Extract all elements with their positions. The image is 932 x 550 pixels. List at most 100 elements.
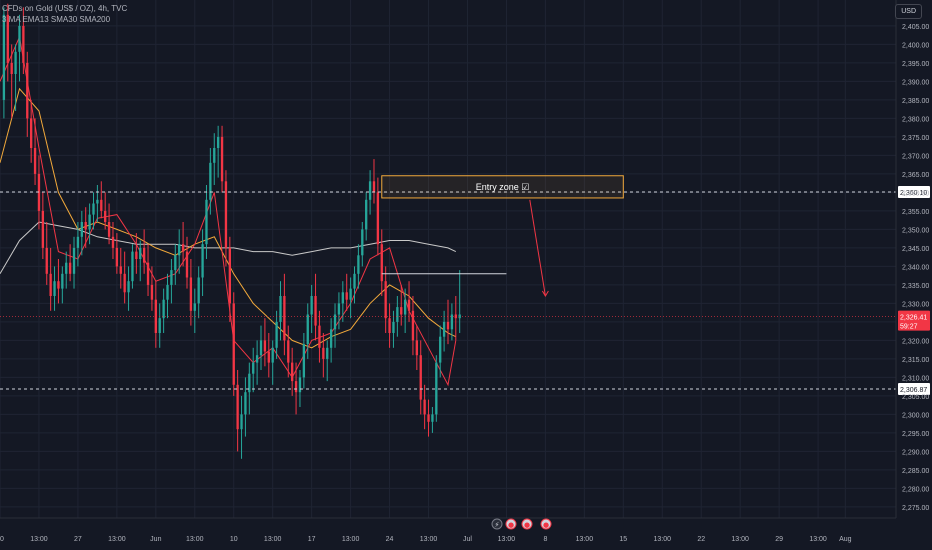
candle-body — [158, 318, 161, 333]
candle-body — [248, 373, 251, 393]
candle-body — [72, 247, 76, 274]
candle-body — [68, 262, 72, 274]
candle-body — [450, 314, 454, 330]
candle-body — [337, 303, 341, 315]
time-tick-label: 13:00 — [731, 536, 749, 543]
price-tick-label: 2,330.00 — [902, 301, 929, 308]
candle-body — [322, 347, 325, 359]
price-tick-label: 2,375.00 — [902, 135, 929, 142]
candle-body — [279, 296, 282, 322]
candle-body — [368, 181, 372, 200]
candle-body — [6, 14, 9, 63]
candle-body — [411, 310, 415, 341]
time-tick-label: Jun — [150, 536, 161, 543]
time-tick-label: 10 — [230, 536, 238, 543]
candle-body — [240, 414, 243, 430]
candle-body — [294, 381, 298, 393]
price-tick-label: 2,285.00 — [902, 468, 929, 475]
candle-body — [88, 214, 91, 230]
projection-arrow — [529, 199, 549, 297]
candle-body — [49, 273, 52, 296]
candle-body — [446, 321, 450, 330]
zone-box — [381, 175, 624, 199]
candle-body — [415, 340, 419, 356]
candle-body — [400, 307, 403, 315]
price-tick-label: 2,365.00 — [902, 172, 929, 179]
candle-body — [127, 281, 130, 293]
time-tick-label: 13:00 — [498, 536, 516, 543]
candle-body — [306, 314, 309, 345]
price-tick-label: 2,290.00 — [902, 449, 929, 456]
candle-body — [357, 255, 360, 274]
indicator-legend[interactable]: 3 MA EMA13 SMA30 SMA200 — [2, 15, 111, 24]
candle-body — [84, 222, 87, 230]
time-tick-label: 20 — [0, 536, 4, 543]
candle-body — [209, 162, 212, 200]
event-markers[interactable]: ⚡ ● ● ● — [491, 518, 552, 530]
time-tick-label: 27 — [74, 536, 82, 543]
candle-body — [384, 281, 387, 319]
entry-zone[interactable]: Entry zone ☑ — [381, 175, 624, 199]
candle-body — [318, 325, 321, 348]
event-marker-icon — [521, 518, 533, 530]
candle-body — [2, 14, 6, 100]
candle-body — [111, 236, 115, 248]
candle-body — [349, 288, 352, 300]
candle-body — [439, 336, 442, 363]
candle-body — [142, 247, 146, 263]
time-tick-label: 29 — [775, 536, 783, 543]
time-tick-label: 13:00 — [653, 536, 671, 543]
currency-button[interactable]: USD — [895, 4, 922, 19]
event-marker-icon — [540, 518, 552, 530]
zone-label: Entry zone ☑ — [476, 182, 530, 192]
candle-body — [396, 307, 399, 322]
price-tick-label: 2,345.00 — [902, 246, 929, 253]
candle-body — [53, 281, 56, 296]
time-tick-label: 13:00 — [420, 536, 438, 543]
price-tick-label: 2,310.00 — [902, 375, 929, 382]
candle-body — [162, 299, 165, 319]
level-label-bg — [898, 382, 930, 395]
candle-body — [166, 284, 169, 300]
candle-body — [107, 222, 111, 237]
candle-body — [423, 399, 426, 415]
candle-body — [213, 148, 216, 163]
price-tick-label: 2,390.00 — [902, 79, 929, 86]
current-price-bg — [898, 310, 930, 331]
price-tick-label: 2,335.00 — [902, 283, 929, 290]
candles — [2, 3, 461, 459]
time-tick-label: 13:00 — [576, 536, 594, 543]
price-tick-label: 2,385.00 — [902, 98, 929, 105]
candle-body — [314, 296, 317, 326]
candle-body — [45, 247, 48, 274]
candle-body — [365, 199, 368, 230]
price-tick-label: 2,295.00 — [902, 431, 929, 438]
candle-body — [236, 384, 239, 430]
candle-body — [244, 392, 247, 415]
candle-body — [435, 362, 438, 415]
arrow-head — [541, 290, 549, 297]
time-axis[interactable]: 20 13:00 27 13:00 Jun 13:00 10 13:00 17 13:00 24 13… — [0, 517, 896, 543]
candle-body — [287, 340, 290, 363]
candle-body — [376, 192, 380, 245]
candle-body — [61, 273, 64, 289]
time-tick-label: 13:00 — [108, 536, 126, 543]
candle-body — [329, 329, 333, 348]
event-marker-glyph: ⚡ — [495, 521, 500, 529]
candle-body — [259, 340, 263, 356]
candle-body — [427, 414, 430, 422]
candle-body — [119, 266, 122, 274]
candle-body — [100, 199, 103, 211]
candle-body — [185, 251, 189, 278]
candle-body — [22, 25, 25, 63]
candle-body — [252, 362, 255, 374]
price-axis[interactable]: 2,275.00 2,280.00 2,285.00 2,290.00 2,295.00… — [0, 0, 930, 518]
candle-body — [403, 299, 407, 315]
price-tick-label: 2,380.00 — [902, 116, 929, 123]
candle-body — [135, 251, 138, 259]
arrow-shaft — [529, 199, 546, 297]
time-tick-label: 13:00 — [809, 536, 827, 543]
candle-body — [115, 247, 119, 267]
event-marker-glyph: ● — [508, 521, 514, 529]
